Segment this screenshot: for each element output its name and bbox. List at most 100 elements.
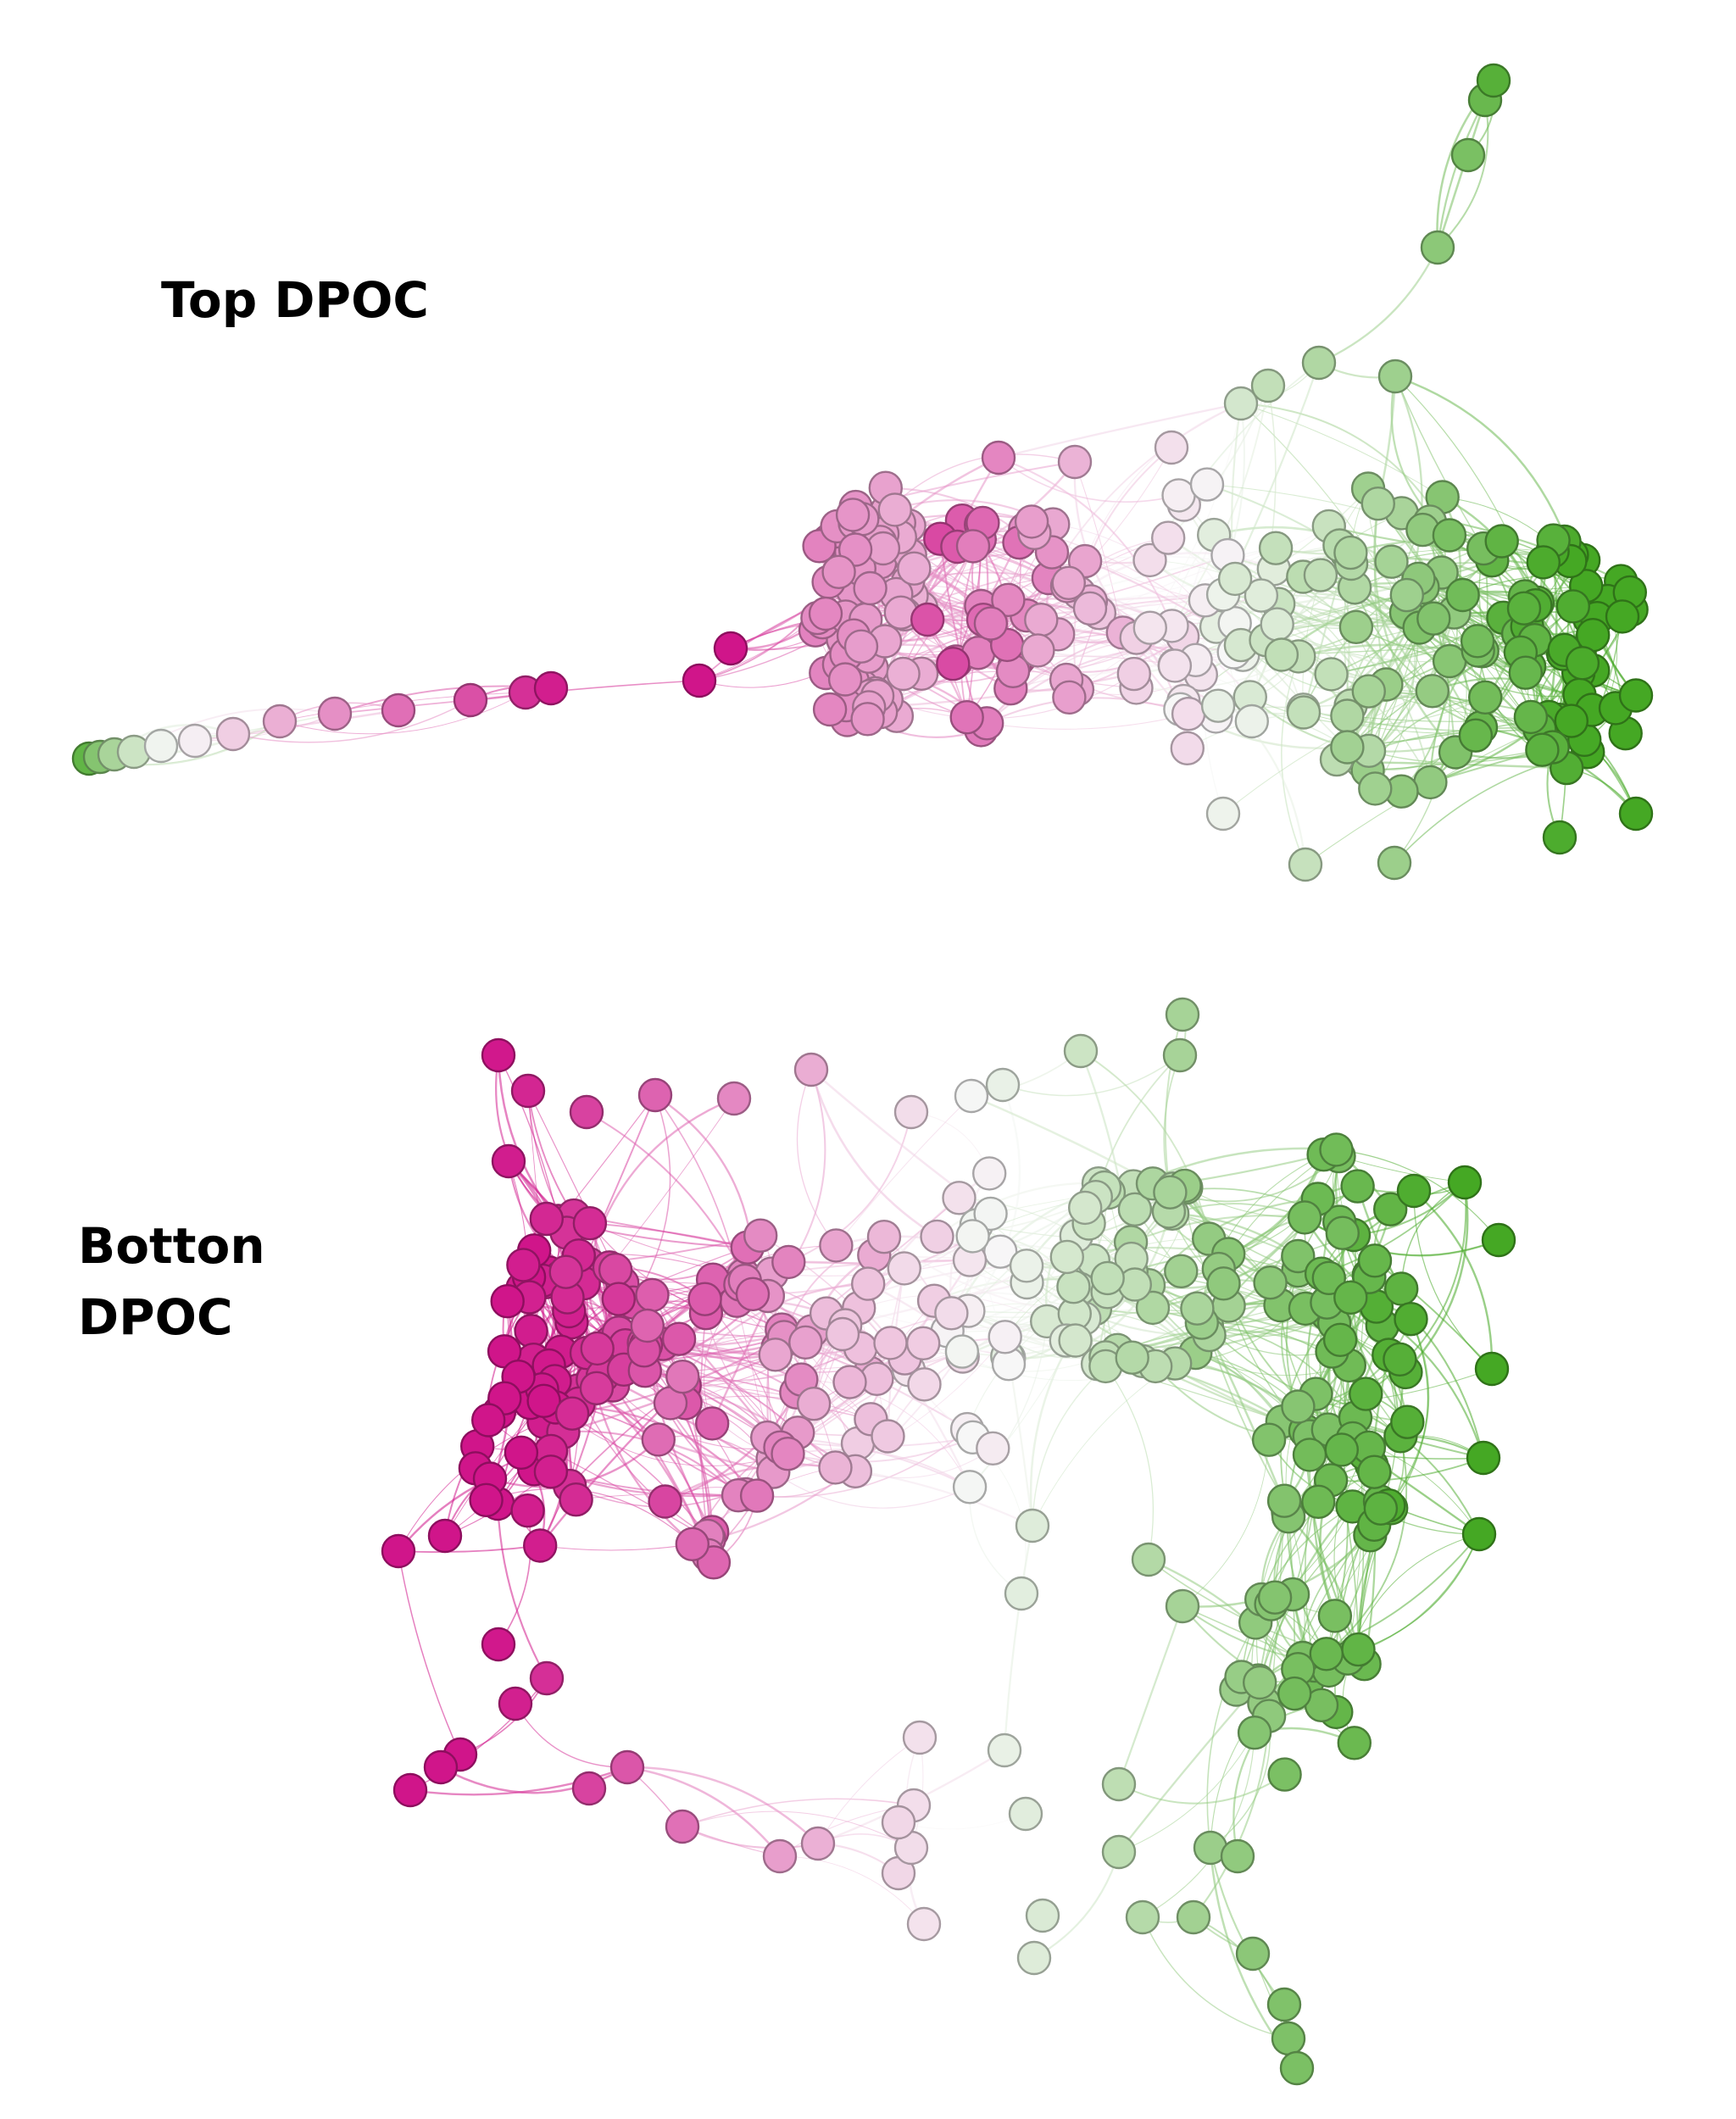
network-node — [490, 1283, 525, 1319]
network-node — [905, 1326, 941, 1361]
network-node — [1150, 520, 1186, 555]
network-node — [952, 1470, 988, 1504]
network-node — [1445, 577, 1480, 613]
network-edge — [1400, 618, 1447, 793]
network-node — [1206, 1266, 1241, 1301]
network-node — [1271, 2021, 1306, 2056]
network-node — [381, 692, 416, 728]
network-node — [1396, 1173, 1432, 1209]
network-edge — [1090, 526, 1330, 602]
network-node — [427, 1518, 463, 1554]
network-node — [1484, 524, 1519, 559]
network-node — [1303, 558, 1338, 592]
network-edge — [470, 680, 700, 701]
network-node — [1461, 1516, 1497, 1552]
network-node — [1281, 1389, 1316, 1424]
network-edge — [1367, 548, 1484, 751]
network-node — [1220, 1838, 1255, 1874]
network-node — [510, 1493, 545, 1528]
network-edge — [398, 1550, 461, 1755]
network-edge — [998, 402, 1242, 459]
network-edge — [684, 1385, 871, 1420]
network-node — [1051, 565, 1087, 600]
network-node — [1450, 137, 1486, 173]
network-node — [1467, 680, 1503, 715]
network-node — [907, 1367, 942, 1402]
network-node — [1420, 230, 1455, 265]
network-edge — [969, 1260, 1154, 1311]
network-node — [866, 1219, 902, 1254]
network-edge — [876, 673, 1135, 720]
network-node — [523, 1528, 558, 1563]
network-node — [1015, 1508, 1050, 1543]
network-node — [533, 1454, 569, 1489]
network-node — [571, 1771, 607, 1806]
network-node — [1481, 1222, 1516, 1258]
network-node — [559, 1482, 593, 1517]
network-node — [1058, 1323, 1093, 1358]
network-node — [973, 606, 1009, 641]
network-node — [1180, 1291, 1215, 1326]
network-node — [973, 1196, 1008, 1232]
network-edge — [772, 1471, 971, 1509]
network-node — [1132, 610, 1168, 645]
network-node — [453, 682, 488, 718]
network-node — [716, 1081, 752, 1116]
network-node — [1416, 601, 1451, 636]
network-node — [1432, 643, 1467, 679]
network-node — [1301, 1484, 1336, 1520]
network-node — [1377, 359, 1413, 394]
network-node — [1389, 577, 1425, 613]
network-node — [743, 1218, 778, 1253]
network-node — [1162, 1037, 1198, 1073]
network-edge — [1118, 1682, 1261, 1853]
network-node — [936, 647, 971, 681]
network-node — [569, 1094, 604, 1130]
network-node — [554, 1396, 590, 1431]
network-edge — [498, 1054, 559, 1221]
network-node — [1024, 603, 1059, 637]
network-node — [1253, 1265, 1288, 1300]
network-node — [1004, 1576, 1039, 1611]
network-node — [665, 1809, 700, 1844]
network-edge — [1148, 1284, 1341, 1341]
network-edge — [1436, 99, 1486, 248]
network-node — [819, 1228, 854, 1263]
network-node — [1340, 1169, 1375, 1204]
network-node — [675, 1527, 709, 1562]
network-node — [735, 1276, 771, 1312]
network-edge — [1281, 656, 1306, 865]
network-edge — [1195, 1352, 1349, 1377]
network-node — [1508, 655, 1544, 690]
network-edge — [1336, 1148, 1500, 1241]
network-node — [1357, 1454, 1392, 1489]
network-node — [1333, 1280, 1368, 1315]
network-node — [1170, 731, 1205, 765]
network-node — [942, 1181, 976, 1215]
network-node — [1466, 1440, 1501, 1476]
network-node — [1314, 657, 1349, 692]
network-node — [317, 696, 353, 731]
network-node — [1135, 1290, 1171, 1326]
network-node — [1223, 386, 1259, 421]
network-node — [1049, 1239, 1085, 1275]
network-node — [1235, 1936, 1271, 1972]
network-node — [1116, 656, 1152, 692]
network-edge — [1142, 1732, 1255, 1918]
network-edge — [1182, 1439, 1270, 1607]
network-edge — [398, 1544, 541, 1554]
network-edge — [440, 1766, 628, 1794]
network-node — [1351, 674, 1387, 709]
node-layer — [71, 63, 1654, 2086]
network-node — [1325, 1215, 1360, 1250]
network-node — [392, 1772, 428, 1808]
network-node — [1506, 591, 1542, 626]
network-node — [893, 1094, 929, 1130]
network-node — [215, 716, 251, 752]
network-edge — [1118, 1773, 1286, 1805]
network-node — [991, 582, 1026, 617]
network-node — [887, 1251, 922, 1286]
network-node — [920, 1219, 954, 1254]
network-edge — [1413, 1190, 1494, 1370]
network-edge — [817, 1737, 921, 1844]
